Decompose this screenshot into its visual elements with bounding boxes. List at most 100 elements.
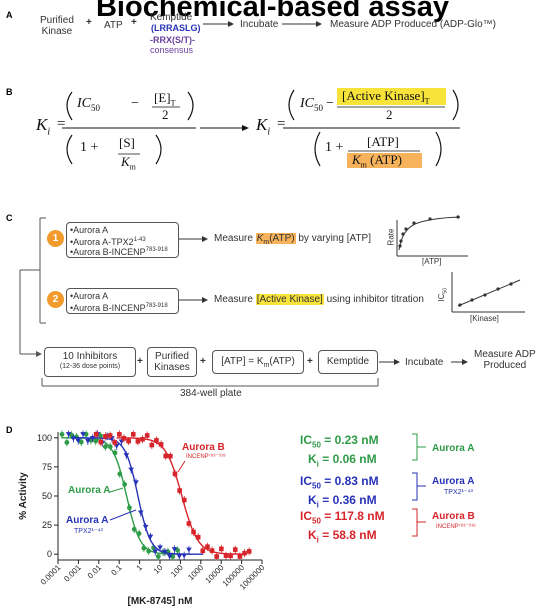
curve-label-pointer bbox=[109, 487, 124, 493]
plate-label: 384-well plate bbox=[180, 388, 242, 399]
equals-sign: = bbox=[57, 116, 66, 132]
data-point bbox=[186, 521, 192, 526]
data-point bbox=[123, 453, 130, 458]
atp-text: ATP bbox=[104, 20, 123, 31]
data-point bbox=[133, 480, 139, 486]
x-tick-label: 10 bbox=[152, 563, 165, 576]
annotation-brackets bbox=[412, 433, 426, 537]
chart-labels: Aurora A Aurora A TPX2¹⁻⁴³ Aurora BINCENP⁷⁸… bbox=[66, 442, 226, 535]
panel-b-label: B bbox=[6, 87, 13, 97]
atp-km-box: [ATP] = Km(ATP) bbox=[212, 350, 304, 374]
graph-kinase-xlabel: [Kinase] bbox=[470, 314, 499, 323]
data-point bbox=[223, 553, 229, 558]
chart-series bbox=[59, 430, 252, 561]
curve-label-incenp-sub: INCENP⁷⁸³⁻⁹¹⁸ bbox=[186, 453, 226, 460]
incubate-text: Incubate bbox=[240, 19, 279, 30]
step-2-kinase-aurora-b-incenp: •Aurora B-INCENP783-918 bbox=[70, 303, 168, 313]
purified-kinases-box: Purified Kinases bbox=[147, 347, 197, 377]
minus-sign: − bbox=[326, 96, 334, 111]
data-point bbox=[130, 432, 136, 437]
denominator-two: 2 bbox=[162, 107, 169, 122]
annotation-aurora-b-label: Aurora B bbox=[432, 511, 475, 522]
graph-rate-ylabel: Rate bbox=[386, 228, 396, 246]
step-2-marker: 2 bbox=[47, 291, 64, 308]
x-tick-label: 1 bbox=[135, 563, 145, 573]
kemptide-sequence: (LRRASLG) bbox=[151, 23, 201, 33]
x-tick-label: 0.001 bbox=[62, 563, 83, 584]
plus-sign: + bbox=[200, 356, 206, 367]
purified-kinase-text: Purified Kinase bbox=[40, 15, 74, 37]
annotation-aurora-a-label: Aurora A bbox=[432, 443, 475, 454]
consensus-text: consensus bbox=[150, 45, 194, 55]
step-2-description: Measure [Active Kinase] using inhibitor … bbox=[214, 294, 424, 305]
y-tick-label: 0 bbox=[47, 549, 52, 559]
km-term: Km bbox=[121, 154, 136, 172]
curve-label-aurora-a: Aurora A bbox=[68, 485, 110, 496]
curve-label-pointer bbox=[109, 509, 137, 521]
data-point bbox=[117, 471, 123, 477]
ki-symbol: Ki bbox=[36, 115, 51, 138]
y-tick-label: 25 bbox=[42, 520, 52, 530]
data-point bbox=[209, 548, 215, 553]
x-tick-label: 0.0001 bbox=[39, 563, 63, 587]
step-1-kinase-aurora-a-tpx2: •Aurora A-TPX21-43 bbox=[70, 237, 146, 247]
enzyme-conc: [E]T bbox=[154, 90, 176, 108]
active-kinase-term: [Active Kinase]T bbox=[342, 88, 430, 106]
ic50-term: IC50 bbox=[300, 96, 323, 113]
data-point bbox=[103, 434, 108, 439]
step-2-kinase-aurora-a: •Aurora A bbox=[70, 291, 109, 301]
figure-title: Biochemical-based assay bbox=[95, 0, 449, 23]
annotation-tpx2-sup: TPX2¹⁻⁴³ bbox=[444, 489, 473, 496]
data-point bbox=[168, 453, 173, 459]
minus-sign: − bbox=[131, 96, 139, 111]
y-tick-label: 75 bbox=[42, 462, 52, 472]
kemptide-box: Kemptide bbox=[318, 350, 378, 374]
ki-symbol: Ki bbox=[256, 115, 271, 138]
annotation-incenp-sup: INCENP⁷⁸³⁻⁹¹⁸ bbox=[436, 524, 476, 530]
step-1-kinase-box: •Aurora A •Aurora A-TPX21-43 •Aurora B-I… bbox=[66, 222, 179, 258]
x-tick-label: 100 bbox=[169, 563, 185, 579]
data-point bbox=[112, 450, 118, 456]
dose-points-text: (12-36 dose points) bbox=[59, 363, 121, 370]
data-point bbox=[117, 432, 122, 437]
data-point bbox=[128, 467, 134, 473]
data-point bbox=[93, 438, 99, 444]
atp-km-text: [ATP] = Km(ATP) bbox=[221, 356, 295, 369]
series-1 bbox=[65, 430, 204, 561]
data-point bbox=[131, 526, 137, 532]
data-point bbox=[171, 547, 178, 552]
step-1-marker: 1 bbox=[47, 230, 64, 247]
data-point bbox=[59, 431, 65, 437]
data-point bbox=[107, 444, 113, 450]
data-point bbox=[122, 482, 128, 487]
data-point bbox=[65, 432, 72, 437]
data-point bbox=[135, 439, 141, 444]
data-point bbox=[146, 548, 152, 554]
data-point bbox=[195, 534, 201, 540]
plus-sign: + bbox=[131, 17, 137, 28]
data-point bbox=[158, 442, 164, 447]
ki-equations bbox=[62, 88, 460, 168]
data-point bbox=[85, 438, 91, 444]
annotation-aurora-b: IC50 = 117.8 nM Ki = 58.8 nM bbox=[300, 509, 385, 545]
measure-adp-produced-text: Measure ADP Produced bbox=[474, 349, 536, 371]
atp-conc: [ATP] bbox=[367, 134, 399, 149]
data-point bbox=[136, 531, 142, 536]
data-point bbox=[177, 488, 182, 493]
data-point bbox=[246, 549, 252, 554]
data-point bbox=[237, 554, 243, 559]
data-point bbox=[152, 549, 159, 555]
panel-c-connectors bbox=[19, 215, 525, 387]
y-tick-label: 100 bbox=[37, 433, 52, 443]
data-point bbox=[98, 433, 103, 439]
step-1-description: Measure Km(ATP) by varying [ATP] bbox=[214, 233, 371, 246]
data-point bbox=[102, 444, 108, 450]
data-point bbox=[112, 440, 118, 445]
x-axis-label: [MK-8745] nM bbox=[127, 596, 192, 607]
data-point bbox=[147, 534, 154, 540]
plus-sign: + bbox=[137, 356, 143, 367]
curve-label-tpx2-sub: TPX2¹⁻⁴³ bbox=[74, 528, 104, 535]
data-point bbox=[242, 550, 247, 556]
data-point bbox=[172, 471, 178, 477]
